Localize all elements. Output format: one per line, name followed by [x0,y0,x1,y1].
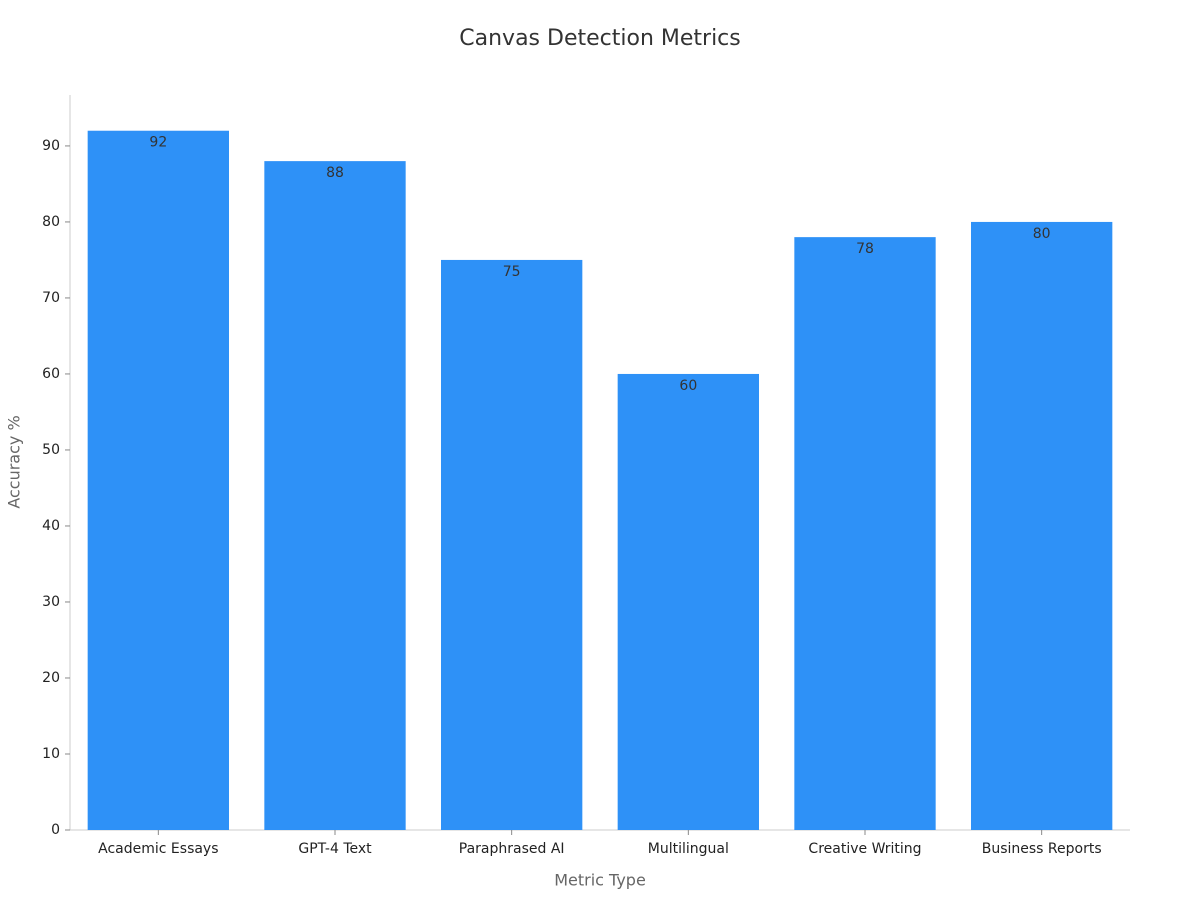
data-label: 80 [1033,226,1051,242]
data-label: 78 [856,241,874,257]
x-tick-label: Multilingual [648,841,729,857]
x-tick-label: GPT-4 Text [298,841,372,857]
bar [441,259,583,830]
data-label: 75 [503,264,521,280]
bar [971,221,1113,830]
y-tick-label: 70 [42,290,60,306]
y-tick-label: 40 [42,518,60,534]
y-tick-label: 60 [42,366,60,382]
y-tick-label: 30 [42,594,60,610]
y-tick-label: 90 [42,138,60,154]
y-tick-label: 80 [42,214,60,230]
chart-title: Canvas Detection Metrics [459,26,740,51]
x-axis-label: Metric Type [554,871,646,890]
y-tick-label: 20 [42,670,60,686]
y-tick-label: 0 [51,822,60,838]
data-label: 92 [149,135,167,151]
data-label: 60 [679,378,697,394]
bar [264,161,406,830]
y-tick-label: 10 [42,746,60,762]
data-label: 88 [326,165,344,181]
x-tick-label: Creative Writing [808,841,921,857]
bar [794,237,936,830]
bar [87,130,230,831]
x-tick-label: Business Reports [982,841,1102,857]
y-axis-label: Accuracy % [5,415,24,508]
y-tick-label: 50 [42,442,60,458]
bar [617,373,759,830]
x-tick-label: Academic Essays [98,841,218,857]
x-tick-label: Paraphrased AI [459,841,565,857]
